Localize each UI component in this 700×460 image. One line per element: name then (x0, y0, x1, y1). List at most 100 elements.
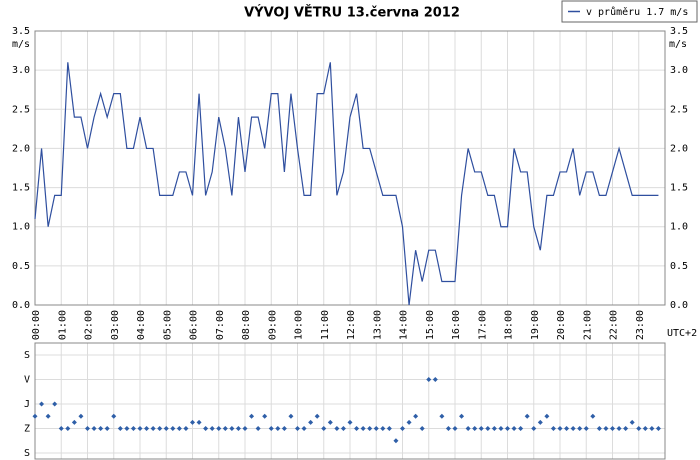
data-point (288, 413, 294, 419)
data-point (295, 426, 300, 431)
y-tick-label: 2.0 (12, 143, 30, 154)
legend: v průměru 1.7 m/s (561, 0, 698, 23)
data-line (34, 62, 659, 306)
x-tick-label: 17:00 (477, 310, 488, 340)
data-point (104, 426, 110, 431)
plot-frame (34, 30, 666, 306)
data-point (301, 426, 307, 431)
data-point (209, 426, 215, 431)
data-point (314, 413, 320, 419)
data-point (465, 426, 471, 431)
data-point (491, 426, 497, 431)
data-point (511, 426, 517, 431)
data-point (39, 401, 45, 407)
data-point (163, 426, 169, 431)
y-tick-label: 1.0 (12, 222, 30, 233)
data-point (130, 426, 136, 431)
x-tick-label: 08:00 (241, 310, 252, 340)
data-point (478, 426, 484, 431)
data-point (144, 426, 150, 431)
data-point (216, 426, 222, 431)
x-tick-label: 13:00 (372, 310, 383, 340)
data-point (373, 426, 379, 431)
data-point (58, 426, 64, 431)
data-point (255, 426, 261, 431)
data-point (176, 426, 182, 431)
data-point (222, 426, 228, 431)
data-point (419, 426, 425, 431)
x-tick-label: 00:00 (31, 310, 42, 340)
x-tick-label: 19:00 (530, 310, 541, 340)
data-point (557, 426, 563, 431)
data-point (616, 426, 622, 431)
data-point (327, 419, 333, 425)
data-point (380, 426, 386, 431)
y-tick-label: 3.0 (12, 65, 30, 76)
data-point (203, 426, 209, 431)
data-point (603, 426, 609, 431)
data-point (636, 426, 642, 431)
x-tick-label: 01:00 (57, 310, 68, 340)
x-tick-label: 03:00 (110, 310, 121, 340)
x-tick-label: 14:00 (399, 310, 410, 340)
x-tick-label: 04:00 (136, 310, 147, 340)
data-point (275, 426, 281, 431)
y-tick-label-right: 2.0 (670, 143, 688, 154)
data-point (137, 426, 143, 431)
x-tick-label: 10:00 (294, 310, 305, 340)
y-tick-label-right: 2.5 (670, 104, 688, 115)
data-point (249, 413, 255, 419)
data-point (518, 426, 524, 431)
data-point (649, 426, 655, 431)
data-point (196, 419, 202, 425)
x-axis-label: UTC+2 (667, 328, 697, 339)
data-point (262, 413, 268, 419)
y-tick-label-right: 1.5 (670, 183, 688, 194)
y-tick-label: 0.5 (12, 261, 30, 272)
data-point (229, 426, 235, 431)
data-point (183, 426, 189, 431)
data-point (505, 426, 510, 431)
data-point (400, 426, 405, 431)
data-point (623, 426, 629, 431)
data-point (71, 419, 77, 425)
data-point (452, 426, 458, 431)
y-tick-label: 3.5 (12, 26, 30, 37)
x-tick-label: 06:00 (189, 310, 200, 340)
y-tick-label-right: 0.5 (670, 261, 688, 272)
y-tick-label-right: 3.0 (670, 65, 688, 76)
data-point (321, 426, 327, 431)
y-tick-label-right: 0.0 (670, 300, 688, 311)
data-point (629, 419, 635, 425)
y-tick-label-right: 3.5 (670, 26, 688, 37)
x-tick-label: 15:00 (425, 310, 436, 340)
data-point (642, 426, 648, 431)
data-point (347, 419, 353, 425)
data-point (445, 426, 451, 431)
data-point (170, 426, 176, 431)
data-point (498, 426, 504, 431)
data-point (583, 426, 589, 431)
data-point (360, 426, 366, 431)
y-tick-label: 1.5 (12, 183, 30, 194)
x-tick-label: 18:00 (504, 310, 515, 340)
data-point (308, 419, 314, 425)
data-point (65, 426, 71, 431)
x-tick-label: 07:00 (215, 310, 226, 340)
data-point (190, 419, 195, 425)
data-point (157, 426, 163, 431)
data-point (98, 426, 104, 431)
data-point (117, 426, 123, 431)
data-point (550, 426, 556, 431)
data-point (459, 413, 465, 419)
data-point (590, 413, 596, 419)
data-point (596, 426, 602, 431)
data-point (78, 413, 84, 419)
data-point (570, 426, 576, 431)
x-tick-label: 12:00 (346, 310, 357, 340)
y-tick-label: V (24, 375, 30, 386)
x-tick-label: 16:00 (451, 310, 462, 340)
data-point (111, 413, 117, 419)
y-tick-label-right: 1.0 (670, 222, 688, 233)
